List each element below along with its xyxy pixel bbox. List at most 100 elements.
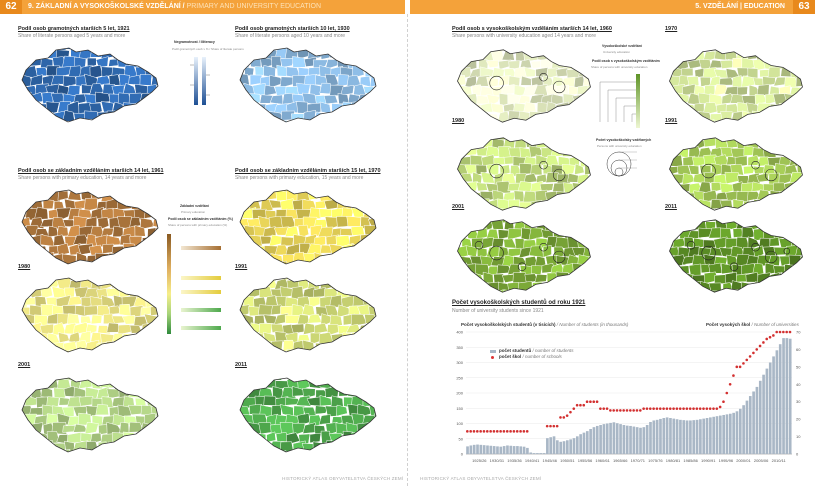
chart-point (572, 407, 576, 410)
chart-point (732, 374, 735, 377)
chart-bar (679, 419, 682, 454)
legend-uni-circles-title: Počet vysokoškolsky vzdělaných (596, 138, 652, 142)
chart-bar (722, 414, 726, 454)
map4-subtitle: Share persons with primary education, 15… (235, 175, 364, 181)
chart-point (738, 365, 742, 369)
chart-ytick: 150 (456, 406, 463, 411)
chart-bar (748, 396, 752, 454)
chart-point (549, 424, 552, 428)
chart-bar (542, 453, 546, 454)
legend-primary-title-en: Primary education (181, 210, 206, 214)
legend-students-swatch (490, 350, 496, 353)
legend-primary-title: Základní vzdělání (180, 204, 209, 208)
chart-xtick: 1955/56 (578, 458, 593, 463)
chart-point (476, 430, 479, 433)
left-header-title: 9. ZÁKLADNÍ A VYSOKOŠKOLSKÉ VZDĚLÁNÍ / P… (28, 3, 322, 10)
chart-point (718, 405, 722, 409)
chart-ytick: 0 (461, 452, 464, 457)
chart-bar (575, 436, 579, 454)
right-page-number: 63 (793, 0, 815, 14)
chart-bar (622, 425, 626, 454)
chart-bar (569, 439, 572, 454)
chart-point (562, 416, 566, 419)
chart-point (625, 409, 629, 412)
chart-point (735, 365, 739, 369)
map3-title: Podíl osob se základním vzděláním starší… (18, 168, 164, 174)
chart-point (605, 407, 609, 410)
chart-point (748, 355, 752, 358)
chart-bar (565, 440, 569, 454)
chart-bar (742, 405, 745, 454)
chart-point (652, 407, 655, 410)
chart-ytick: 400 (456, 330, 463, 335)
chart-point (682, 407, 685, 410)
chart-point (595, 400, 599, 404)
chart-bar (499, 446, 503, 454)
chart-bar (772, 356, 775, 454)
chart-bar (522, 446, 526, 454)
chart-point (762, 341, 765, 344)
year-label-uni-1980: 1980 (452, 118, 465, 124)
students-chart-title: Počet vysokoškolských studentů od roku 1… (452, 300, 586, 306)
chart-xtick: 1925/26 (472, 458, 487, 463)
chart-bar (546, 438, 549, 454)
chart-point (655, 407, 659, 410)
chart-bar (469, 445, 473, 454)
chart-bar (725, 414, 729, 454)
chart-point (632, 409, 635, 412)
map-uni-2011 (669, 219, 803, 293)
chart-bar (496, 446, 499, 454)
chart-point (785, 330, 788, 334)
chart-point (579, 403, 582, 407)
chart-bar (692, 420, 696, 454)
chart-point (778, 330, 782, 334)
legend-students: počet studentů / number of students (499, 348, 574, 353)
chart-point (479, 430, 482, 433)
chart-bar (662, 418, 666, 454)
chart-bar (732, 412, 735, 454)
chart-bar (695, 419, 699, 454)
chart-point (589, 400, 592, 404)
chart-xtick: 1960/61 (595, 458, 610, 463)
chart-point (665, 407, 669, 410)
year-label-1980: 1980 (18, 264, 31, 270)
chart-y2tick: 30 (796, 399, 801, 404)
chart-point (685, 407, 689, 410)
chart-point (705, 407, 709, 410)
chart-bar (705, 418, 709, 454)
chart-point (509, 430, 512, 433)
chart-bar (719, 415, 722, 454)
chart-xtick: 1970/71 (631, 458, 646, 463)
chart-point (565, 414, 569, 417)
chart-ytick: 350 (456, 345, 463, 350)
chart-xtick: 1945/46 (543, 458, 558, 463)
chart-bar (592, 427, 596, 454)
chart-bar (655, 419, 659, 454)
chart-bar (479, 444, 483, 454)
chart-point (725, 391, 729, 395)
chart-point (728, 382, 732, 386)
chart-point (702, 407, 705, 410)
chart-bar (642, 427, 646, 454)
chart-y2tick: 40 (796, 382, 801, 387)
legend-schools: počet škol / number of schools (499, 354, 562, 359)
chart-bar (632, 426, 636, 454)
chart-bar (552, 436, 556, 454)
chart-point (658, 407, 662, 410)
chart-point (612, 409, 615, 412)
legend-uni-sub-en: Share of persons with university educati… (591, 65, 648, 69)
right-footer: HISTORICKÝ ATLAS OBYVATELSTVA ČESKÝCH ZE… (420, 476, 542, 481)
chart-bar (579, 434, 582, 454)
chart-y2tick: 0 (796, 452, 799, 457)
uni-map-subtitle: Share persons with university education … (452, 33, 596, 39)
chart-bar (709, 417, 712, 454)
chart-xtick: 2010/11 (772, 458, 787, 463)
chart-bar (519, 446, 523, 454)
chart-xtick: 1975/76 (648, 458, 663, 463)
map-uni-1970 (669, 49, 803, 123)
chart-xtick: 1950/51 (560, 458, 575, 463)
year-label-2001: 2001 (18, 362, 31, 368)
chart-point (782, 330, 785, 334)
chart-bar (728, 413, 732, 454)
left-page-number: 62 (0, 0, 22, 14)
